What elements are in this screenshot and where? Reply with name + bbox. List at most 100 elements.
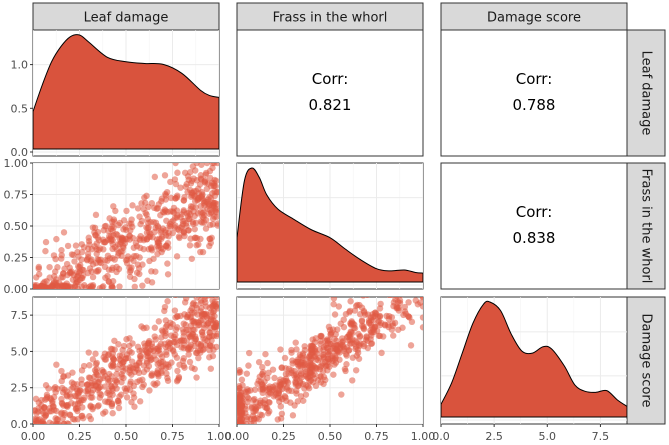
scatter-point — [78, 248, 86, 256]
scatter-point — [407, 342, 415, 349]
scatter-point — [174, 169, 181, 176]
corr-value: 0.821 — [309, 96, 352, 114]
scatter-point — [42, 382, 50, 389]
scatter-point — [317, 337, 324, 345]
scatter-point — [174, 367, 181, 375]
scatter-point — [238, 376, 246, 383]
scatter-point — [208, 190, 216, 197]
scatter-point — [206, 347, 213, 354]
scatter-point — [260, 399, 267, 406]
scatter-point — [109, 410, 116, 417]
scatter-point — [60, 373, 67, 380]
scatter-point — [42, 412, 49, 419]
scatter-point — [78, 241, 85, 248]
scatter-point — [71, 258, 78, 265]
scatter-point — [74, 272, 81, 280]
scatter-point — [146, 387, 153, 394]
scatter-point — [64, 372, 72, 379]
scatter-point — [293, 346, 300, 353]
scatter-point — [312, 335, 320, 342]
scatter-point — [192, 219, 200, 227]
scatter-point — [252, 399, 260, 406]
scatter-point — [206, 210, 213, 218]
scatter-point — [194, 347, 202, 354]
scatter-point — [199, 191, 206, 198]
scatter-point — [118, 239, 125, 246]
scatter-point — [64, 242, 72, 250]
scatter-point — [331, 335, 338, 343]
scatter-point — [78, 367, 86, 374]
corr-label: Corr: — [516, 70, 553, 88]
scatter-point — [212, 183, 219, 190]
scatter-point — [136, 236, 144, 244]
scatter-point — [162, 329, 169, 337]
scatter-point — [46, 419, 53, 424]
x-tick-label: 0.50 — [114, 430, 139, 443]
strip-top-label: Damage score — [487, 11, 581, 26]
scatter-point — [252, 405, 260, 412]
scatter-point — [352, 337, 359, 344]
scatter-point — [358, 304, 366, 311]
scatter-point — [116, 283, 123, 289]
strip-right-leaf-damage: Leaf damage — [626, 29, 666, 157]
scatter-point — [163, 217, 170, 224]
y-tick-label: 0.75 — [4, 189, 29, 202]
scatter-point — [151, 333, 158, 340]
scatter-point — [91, 224, 99, 231]
x-tick-label: 0.0 — [432, 430, 450, 443]
scatter-point — [140, 205, 147, 213]
scatter-point — [297, 393, 305, 400]
corr-label: Corr: — [312, 70, 349, 88]
scatter-point — [63, 388, 70, 395]
scatter-point — [151, 228, 158, 236]
scatter-point — [214, 222, 219, 229]
scatter-point — [200, 345, 208, 352]
scatter-point — [193, 242, 200, 249]
scatter-point — [146, 337, 153, 345]
scatter-point — [110, 224, 117, 231]
scatter-point — [207, 365, 215, 372]
scatter-point — [92, 232, 99, 239]
scatter-point — [143, 366, 151, 373]
scatter-point — [128, 398, 135, 406]
scatter-point — [203, 185, 211, 193]
scatter-point — [309, 361, 316, 368]
strip-right-frass-in-the-whorl: Frass in the whorl — [626, 162, 666, 290]
x-tick-label: 0.25 — [271, 430, 296, 443]
scatter-point — [360, 342, 368, 350]
scatter-point — [340, 316, 347, 323]
x-tick-label: 2.5 — [485, 430, 503, 443]
scatter-point — [115, 404, 123, 412]
scatter-point — [285, 370, 292, 377]
scatter-point — [83, 381, 91, 389]
scatter-point — [395, 304, 403, 312]
scatter-point — [134, 261, 142, 268]
scatter-point — [78, 256, 85, 263]
scatter-point — [173, 214, 181, 221]
scatter-point — [209, 221, 217, 228]
scatter-point — [169, 208, 176, 215]
scatter-point — [245, 387, 252, 395]
scatter-point — [54, 283, 61, 289]
scatter-point — [195, 185, 202, 192]
scatter-point — [291, 372, 298, 379]
scatter-point — [201, 297, 208, 303]
scatter-point — [390, 332, 397, 339]
scatter-point — [147, 354, 154, 361]
strip-top-bg — [32, 2, 220, 31]
strip-right-label: Leaf damage — [639, 51, 654, 136]
scatter-point — [75, 392, 82, 400]
scatter-point — [266, 385, 273, 392]
y-axis-leaf-damage: 0.0 0.5 1.0 — [11, 59, 33, 159]
scatter-point — [374, 319, 382, 326]
scatter-point — [141, 194, 148, 201]
scatter-point — [385, 323, 392, 331]
scatter-point — [343, 361, 350, 368]
scatter-point — [208, 302, 216, 310]
strip-right-bg — [626, 29, 666, 157]
scatter-point — [212, 323, 219, 331]
scatter-point — [50, 278, 58, 286]
strip-top-frass-in-the-whorl: Frass in the whorl — [236, 2, 424, 31]
scatter-point — [185, 351, 192, 358]
scatter-point — [356, 332, 364, 340]
